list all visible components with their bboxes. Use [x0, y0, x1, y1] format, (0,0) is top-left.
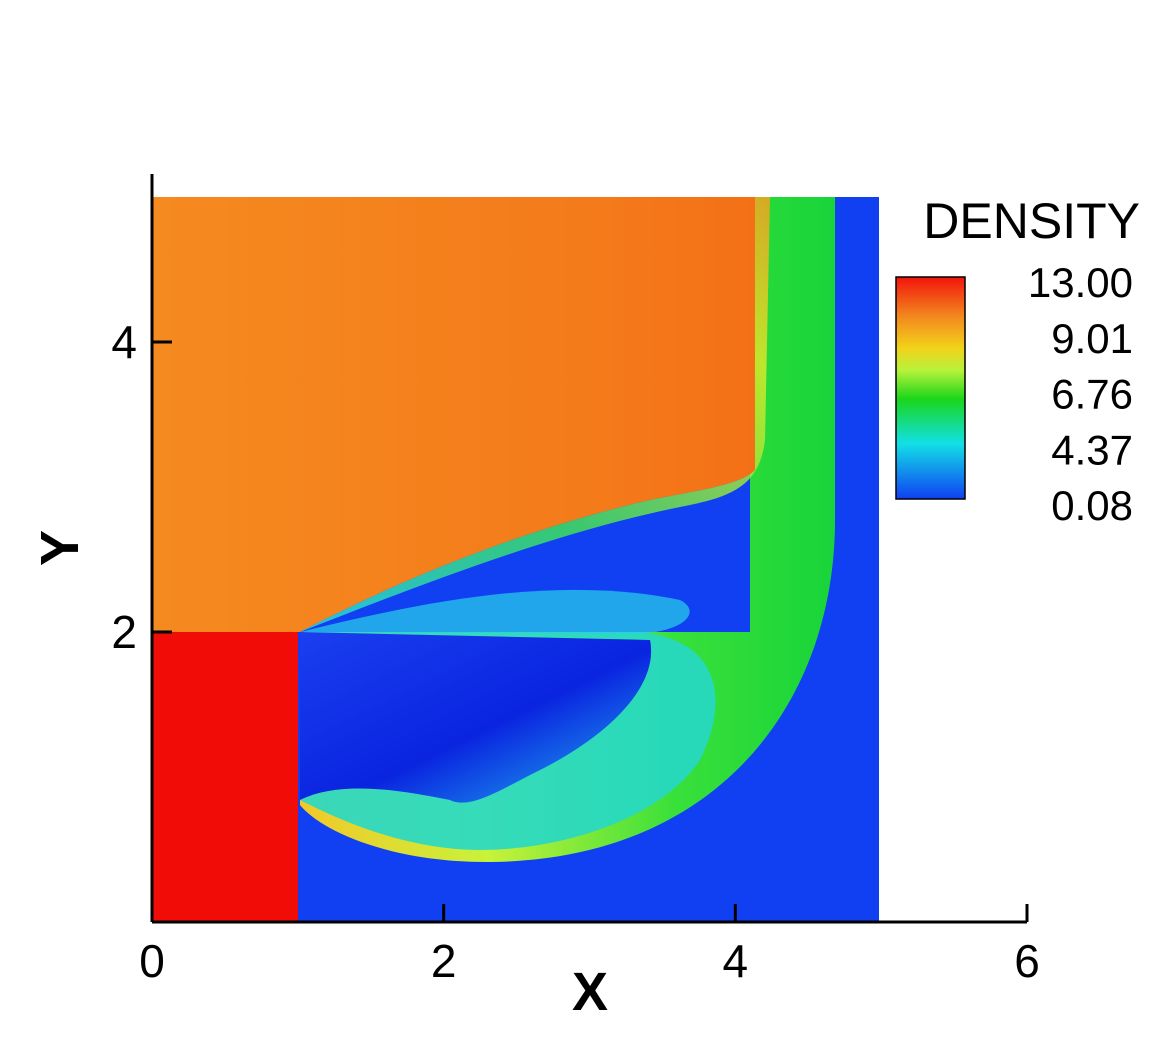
- dense-block: [152, 632, 298, 922]
- y-tick-label: 4: [111, 316, 137, 368]
- colorbar-legend: DENSITY 13.00 9.01 6.76 4.37 0.08: [895, 193, 1140, 529]
- colorbar-label: 0.08: [1051, 482, 1133, 529]
- x-tick-label: 2: [431, 935, 457, 987]
- x-tick-label: 0: [139, 935, 165, 987]
- expansion-wake: [300, 632, 652, 803]
- colorbar-label: 13.00: [1028, 259, 1133, 306]
- slip-line: [300, 197, 770, 632]
- colorbar-label: 6.76: [1051, 371, 1133, 418]
- x-axis-title: X: [572, 962, 608, 1022]
- x-tick-label: 6: [1014, 935, 1040, 987]
- colorbar-gradient: [895, 276, 966, 500]
- y-tick-label: 2: [111, 606, 137, 658]
- density-field: [152, 197, 879, 922]
- colorbar-labels: 13.00 9.01 6.76 4.37 0.08: [1028, 259, 1133, 529]
- y-axis-title: Y: [30, 530, 90, 566]
- colorbar-title: DENSITY: [923, 193, 1140, 249]
- colorbar-label: 4.37: [1051, 426, 1133, 473]
- slip-line-inner: [300, 589, 690, 634]
- x-ticks: 0 2 4 6: [139, 904, 1040, 987]
- x-tick-label: 4: [723, 935, 749, 987]
- colorbar-label: 9.01: [1051, 315, 1133, 362]
- axes: [150, 174, 1027, 924]
- upper-dense-region: [152, 197, 755, 632]
- y-ticks: 24: [111, 316, 172, 658]
